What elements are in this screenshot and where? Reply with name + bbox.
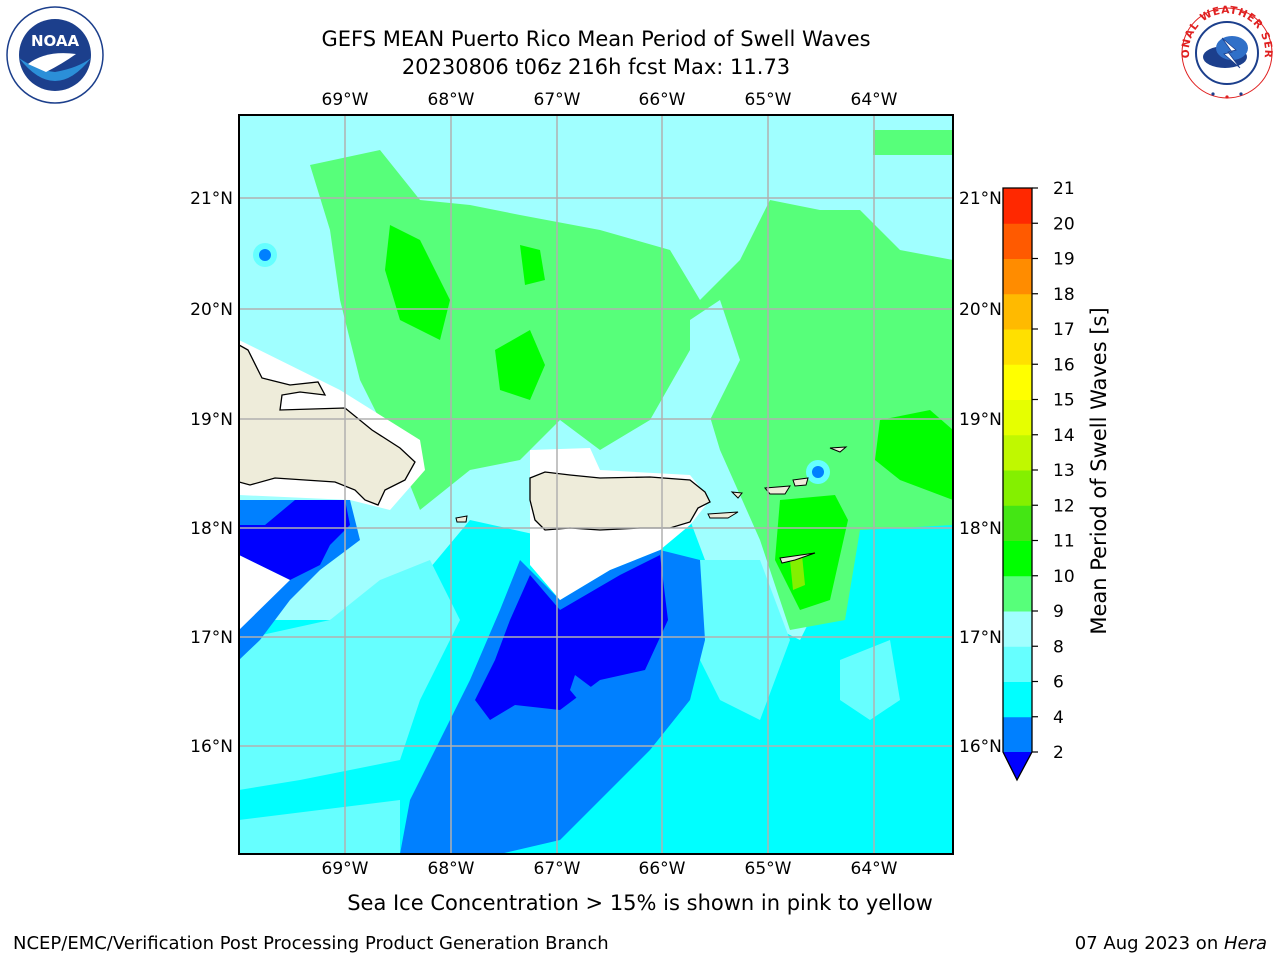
colorbar-segment	[1003, 364, 1032, 400]
lon-label-top: 65°W	[745, 90, 792, 110]
colorbar-segment	[1003, 329, 1032, 365]
colorbar-tick-label: 16	[1053, 355, 1075, 375]
colorbar-extend-arrow	[1003, 752, 1032, 780]
lat-label-right: 17°N	[959, 628, 1002, 648]
colorbar-segment	[1003, 223, 1032, 259]
noaa-logo-icon: NOAA	[6, 6, 104, 104]
colorbar-segment	[1003, 575, 1032, 612]
colorbar-tick-label: 21	[1053, 179, 1075, 199]
colorbar-segment	[1003, 293, 1032, 330]
colorbar-tick-label: 4	[1053, 708, 1064, 728]
colorbar-segment	[1003, 258, 1032, 295]
lon-label-top: 68°W	[428, 90, 475, 110]
colorbar-segment	[1003, 540, 1032, 577]
lon-label-bottom: 69°W	[322, 859, 369, 879]
lon-label-top: 67°W	[534, 90, 581, 110]
lon-label-bottom: 68°W	[428, 859, 475, 879]
colorbar-tick-label: 20	[1053, 214, 1075, 234]
colorbar-tick-label: 15	[1053, 391, 1075, 411]
colorbar-segment	[1003, 611, 1032, 647]
sea-ice-caption: Sea Ice Concentration > 15% is shown in …	[347, 891, 933, 915]
footer-date: 07 Aug 2023 on Hera	[1075, 933, 1267, 954]
lon-label-bottom: 66°W	[639, 859, 686, 879]
noaa-logo-text: NOAA	[31, 32, 80, 50]
map-subtitle: 20230806 t06z 216h fcst Max: 11.73	[401, 55, 791, 79]
lat-label-left: 20°N	[190, 300, 233, 320]
colorbar-tick-label: 13	[1053, 461, 1075, 481]
nws-logo-icon: NATIONAL WEATHER SERVICE	[1178, 4, 1274, 100]
lon-label-top: 69°W	[322, 90, 369, 110]
lat-label-right: 19°N	[959, 410, 1002, 430]
lat-label-left: 16°N	[190, 737, 233, 757]
colorbar-tick-label: 12	[1053, 496, 1075, 516]
footer-date-text: 07 Aug 2023 on	[1074, 933, 1224, 954]
lon-label-bottom: 67°W	[534, 859, 581, 879]
colorbar-tick-label: 18	[1053, 285, 1075, 305]
lat-label-right: 16°N	[959, 737, 1002, 757]
colorbar-tick-label: 8	[1053, 637, 1064, 657]
colorbar-tick-label: 11	[1053, 532, 1075, 552]
colorbar-outline	[1002, 187, 1033, 782]
lat-label-left: 19°N	[190, 410, 233, 430]
colorbar-tick-label: 14	[1053, 426, 1075, 446]
colorbar-segment	[1003, 716, 1032, 753]
colorbar-segment	[1003, 646, 1032, 682]
colorbar-label: Mean Period of Swell Waves [s]	[1087, 307, 1111, 634]
colorbar-segment	[1003, 681, 1032, 718]
colorbar-segment	[1003, 434, 1032, 471]
lat-label-left: 21°N	[190, 189, 233, 209]
footer-host: Hera	[1223, 933, 1267, 954]
colorbar-segment	[1003, 470, 1032, 506]
plot-area	[239, 115, 953, 854]
colorbar-segment	[1003, 505, 1032, 541]
colorbar-segment	[1003, 399, 1032, 436]
lat-label-right: 20°N	[959, 300, 1002, 320]
colorbar-segment	[1003, 188, 1032, 224]
lon-label-bottom: 65°W	[745, 859, 792, 879]
footer-credit: NCEP/EMC/Verification Post Processing Pr…	[13, 933, 609, 954]
colorbar-tick-label: 6	[1053, 673, 1064, 693]
lat-label-left: 17°N	[190, 628, 233, 648]
lon-label-top: 64°W	[851, 90, 898, 110]
colorbar-tick-label: 19	[1053, 250, 1075, 270]
lon-label-bottom: 64°W	[851, 859, 898, 879]
lat-label-left: 18°N	[190, 519, 233, 539]
map-title: GEFS MEAN Puerto Rico Mean Period of Swe…	[321, 27, 871, 51]
lat-label-right: 18°N	[959, 519, 1002, 539]
colorbar-tick-label: 17	[1053, 320, 1075, 340]
colorbar-tick-label: 10	[1053, 567, 1075, 587]
map-gridlines	[239, 115, 953, 854]
lon-label-top: 66°W	[639, 90, 686, 110]
lat-label-right: 21°N	[959, 189, 1002, 209]
colorbar-tick-label: 9	[1053, 602, 1064, 622]
plot-frame	[238, 114, 954, 855]
colorbar-tick-label: 2	[1053, 743, 1064, 763]
colorbar: 2 4 6 8 9 10 11 12 13 14 15 16 17 18 19 20 21 Mean Perio…	[1002, 179, 1111, 782]
